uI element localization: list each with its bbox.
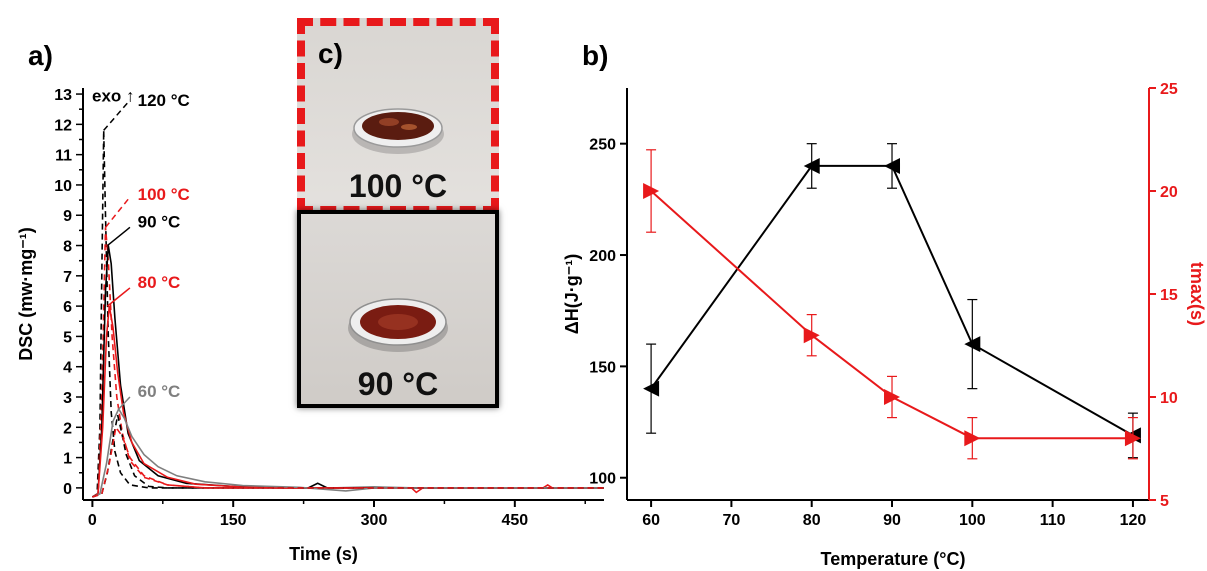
x-tick-label: 80 (803, 512, 821, 529)
tmax-point (884, 389, 901, 405)
x-axis-title: Time (s) (289, 544, 358, 564)
y-tick-label: 12 (54, 117, 72, 134)
curve-label-leader (118, 396, 131, 410)
x-tick-label: 90 (883, 512, 901, 529)
left-y-tick-label: 200 (589, 248, 616, 265)
right-y-tick-label: 15 (1160, 287, 1178, 304)
y-tick-label: 11 (55, 148, 72, 165)
right-y-tick-label: 25 (1160, 81, 1178, 98)
tmax-point (643, 183, 660, 199)
x-tick-label: 70 (723, 512, 741, 529)
curve-label: 90 °C (138, 212, 181, 231)
tmax-point (964, 430, 981, 447)
enthalpy-point (643, 380, 660, 397)
curve-label-leader (106, 226, 131, 247)
panel-label-a: a) (28, 40, 53, 71)
y-tick-label: 7 (63, 269, 72, 286)
y-tick-label: 6 (63, 299, 72, 316)
y-tick-label: 4 (63, 360, 72, 377)
left-y-tick-label: 100 (589, 471, 616, 488)
y-tick-label: 1 (63, 451, 72, 468)
x-tick-label: 120 (1120, 512, 1147, 529)
right-y-tick-label: 10 (1160, 390, 1178, 407)
x-axis-title: Temperature (°C) (821, 549, 966, 569)
panel-label-b: b) (582, 40, 609, 71)
right-y-tick-label: 20 (1160, 184, 1178, 201)
curve-label-leader (104, 196, 131, 228)
y-tick-label: 8 (63, 239, 72, 256)
curve-label: 120 °C (138, 91, 190, 110)
y-tick-label: 5 (63, 329, 72, 346)
right-y-axis-title: tmax(s) (1187, 262, 1207, 326)
photo-100c-label: 100 °C (348, 168, 448, 204)
panel-label-c: c) (318, 38, 343, 69)
y-tick-label: 0 (63, 481, 72, 498)
left-y-tick-label: 150 (589, 359, 616, 376)
y-tick-label: 13 (54, 87, 72, 104)
curve-label: 80 °C (138, 273, 181, 292)
enthalpy-point (803, 157, 820, 174)
x-tick-label: 100 (959, 512, 986, 529)
tmax-point (1124, 430, 1141, 447)
enthalpy-tmax-chart: 60 70 80 90 100 110 120 100 150 200 250 5 10 15 20 25 Te… (562, 81, 1207, 569)
left-y-tick-label: 250 (589, 137, 616, 154)
curve-label-leader (106, 287, 131, 307)
x-tick-label: 60 (642, 512, 660, 529)
photo-90c (297, 212, 499, 408)
dsc-curve (92, 407, 604, 498)
y-tick-label: 9 (63, 208, 72, 225)
curve-label: 100 °C (138, 185, 190, 204)
enthalpy-point (884, 157, 901, 174)
curve-label-leader (103, 99, 131, 131)
y-tick-label: 2 (63, 420, 72, 437)
x-tick-label: 0 (88, 512, 97, 529)
x-tick-label: 450 (501, 512, 528, 529)
x-tick-label: 110 (1040, 512, 1066, 529)
dsc-curve (92, 425, 604, 498)
photo-90c-label: 90 °C (357, 366, 439, 402)
tmax-point (803, 327, 820, 344)
exo-annotation: exo ↑ (92, 87, 135, 106)
enthalpy-point (964, 336, 981, 353)
y-axis-title: DSC (mw·mg⁻¹) (16, 227, 36, 361)
left-y-axis-title: ΔH(J·g⁻¹) (562, 254, 582, 334)
y-tick-label: 3 (63, 390, 72, 407)
photo-100c (297, 18, 499, 214)
y-tick-label: 10 (54, 178, 72, 195)
x-tick-label: 150 (220, 512, 247, 529)
right-y-tick-label: 5 (1160, 493, 1169, 510)
x-tick-label: 300 (361, 512, 388, 529)
curve-label: 60 °C (138, 382, 181, 401)
dsc-curve (92, 227, 604, 498)
